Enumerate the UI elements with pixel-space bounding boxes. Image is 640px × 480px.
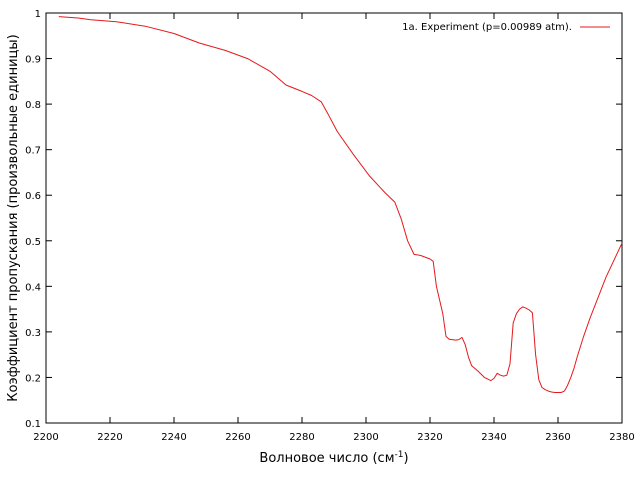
y-tick-label: 1 bbox=[35, 9, 41, 20]
x-tick-label: 2280 bbox=[289, 432, 314, 443]
y-tick-label: 0.2 bbox=[25, 373, 41, 384]
x-tick-label: 2300 bbox=[353, 432, 378, 443]
y-axis-label: Коэффициент пропускания (произвольные ед… bbox=[6, 34, 21, 401]
y-tick-label: 0.6 bbox=[25, 191, 41, 202]
x-tick-label: 2200 bbox=[33, 432, 58, 443]
x-tick-label: 2260 bbox=[225, 432, 250, 443]
y-tick-label: 0.3 bbox=[25, 328, 41, 339]
x-tick-label: 2360 bbox=[545, 432, 570, 443]
x-axis-label-close: ) bbox=[403, 451, 408, 466]
x-tick-label: 2320 bbox=[417, 432, 442, 443]
x-tick-label: 2340 bbox=[481, 432, 506, 443]
x-tick-label: 2240 bbox=[161, 432, 186, 443]
legend-entry-label: 1a. Experiment (p=0.00989 atm). bbox=[402, 22, 572, 33]
y-tick-label: 0.1 bbox=[25, 419, 41, 430]
legend: 1a. Experiment (p=0.00989 atm). bbox=[402, 22, 610, 33]
plot-frame bbox=[45, 12, 623, 424]
series-layer bbox=[58, 16, 623, 393]
x-axis-label-superscript: -1 bbox=[395, 450, 404, 460]
ticks-layer: 2200 2220 2240 2260 2280 2300 2320 2340 2360 2380… bbox=[25, 9, 635, 443]
x-tick-label: 2380 bbox=[609, 432, 634, 443]
series-line-0 bbox=[58, 16, 623, 393]
x-axis-label: Волновое число (см-1) bbox=[259, 450, 408, 466]
y-tick-label: 0.5 bbox=[25, 237, 41, 248]
y-tick-label: 0.9 bbox=[25, 55, 41, 66]
y-tick-label: 0.7 bbox=[25, 146, 41, 157]
y-tick-label: 0.4 bbox=[25, 282, 41, 293]
x-tick-label: 2220 bbox=[97, 432, 122, 443]
x-axis-label-main: Волновое число (см bbox=[259, 451, 394, 466]
y-tick-label: 0.8 bbox=[25, 100, 41, 111]
